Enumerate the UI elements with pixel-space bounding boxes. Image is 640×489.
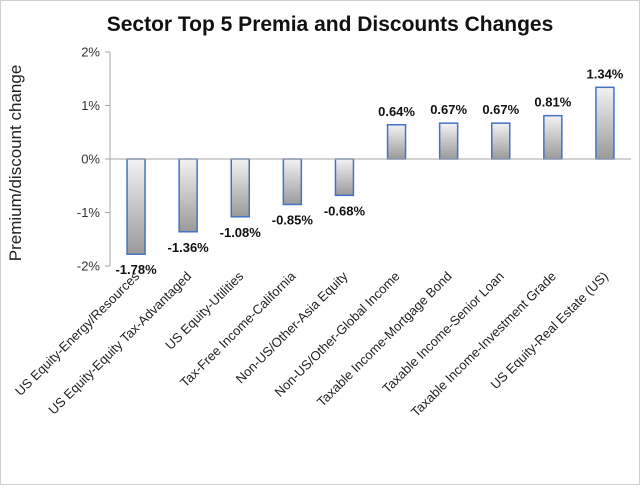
y-tick-label: 0% [81, 152, 100, 167]
y-axis: 2% 1% 0% -1% -2% [77, 45, 111, 274]
bar [230, 158, 250, 218]
bar [543, 114, 563, 160]
bar [334, 158, 355, 197]
data-label: 0.67% [482, 102, 519, 117]
bar [126, 158, 146, 255]
y-tick-label: -2% [77, 259, 101, 274]
data-label: -1.36% [168, 240, 210, 255]
bar [491, 122, 511, 160]
bars-group: -1.78% -1.36% -1.08% -0.85% -0.68% 0.64% 0.67%… [115, 66, 623, 277]
data-label: -1.08% [220, 225, 262, 240]
data-label: 0.64% [378, 104, 415, 119]
bar [386, 124, 407, 160]
y-tick-label: 1% [81, 98, 100, 113]
bar [178, 158, 198, 233]
data-label: -0.85% [272, 212, 314, 227]
bar [282, 158, 303, 206]
bar [595, 86, 615, 160]
data-label: -0.68% [324, 203, 366, 218]
data-label: -1.78% [115, 262, 157, 277]
chart-title: Sector Top 5 Premia and Discounts Change… [107, 13, 554, 36]
y-tick-label: 2% [81, 45, 100, 60]
data-label: 1.34% [587, 66, 624, 81]
y-axis-label: Premium/discount change [6, 65, 25, 262]
data-label: 0.67% [430, 102, 467, 117]
data-label: 0.81% [534, 95, 571, 110]
bar [438, 122, 459, 160]
y-tick-label: -1% [77, 205, 101, 220]
